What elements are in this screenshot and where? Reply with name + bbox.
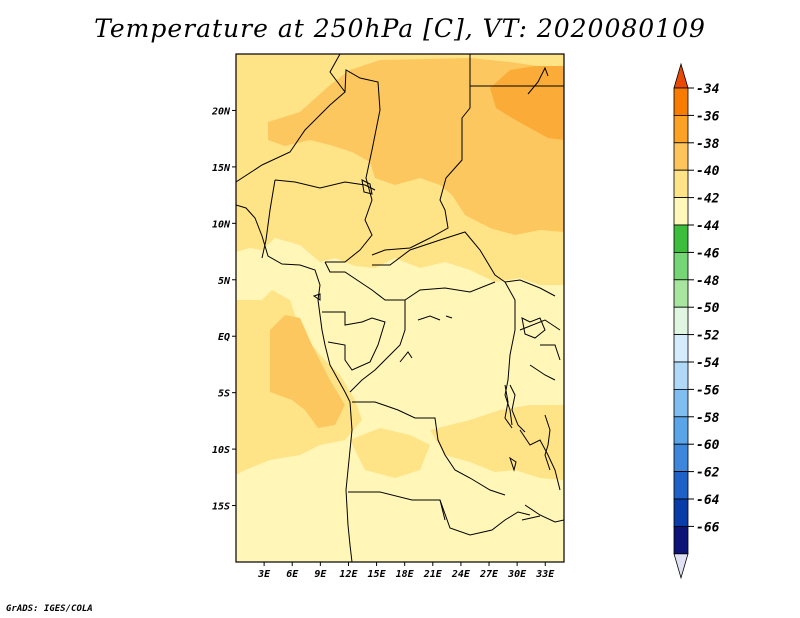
lon-tick-label: 21E: [423, 569, 443, 580]
lon-tick-label: 6E: [286, 569, 299, 580]
border-east-1: [504, 281, 516, 426]
longitude-axis: 3E 6E 9E 12E 15E 18E 21E 24E 27E 30E 33E: [257, 562, 555, 580]
lake-chad: [361, 179, 373, 195]
lake-tanganyika: [504, 384, 526, 433]
country-boundaries: [236, 54, 564, 562]
colorbar-segment: [673, 388, 689, 418]
lon-tick-label: 24E: [451, 569, 471, 580]
colorbar-label: -34: [696, 82, 720, 97]
border-nigeria: [261, 179, 376, 259]
border-angola-south: [348, 491, 446, 521]
colorbar-bottom-arrow: [673, 553, 689, 580]
colorbar-label: -58: [696, 411, 720, 426]
lat-tick-label: 5N: [218, 276, 231, 287]
lon-tick-label: 9E: [314, 569, 327, 580]
coastline-west: [236, 204, 353, 562]
colorbar-label: -60: [696, 438, 720, 453]
colorbar-segment: [673, 142, 689, 171]
colorbar-label: -56: [696, 383, 720, 398]
lon-tick-label: 12E: [339, 569, 358, 580]
island-bioko: [312, 293, 321, 301]
border-north-2: [329, 54, 346, 93]
colorbar-segment: [673, 443, 689, 473]
lake-malawi: [544, 414, 551, 471]
field-class-minus40: [268, 58, 564, 235]
lat-tick-label: 10S: [212, 445, 230, 456]
colorbar-label: -54: [696, 356, 720, 371]
colorbar-label: -46: [696, 246, 720, 261]
colorbar-segment: [673, 526, 689, 555]
colorbar-segment: [673, 498, 689, 527]
colorbar-label: -52: [696, 329, 720, 344]
border-congo-north: [324, 261, 496, 301]
lake-victoria: [521, 317, 546, 339]
colorbar-label: -42: [696, 192, 720, 207]
field-class-minus42-east: [430, 405, 564, 480]
lat-tick-label: 20N: [211, 106, 231, 117]
colorbar-segment: [673, 224, 689, 253]
lon-tick-label: 30E: [507, 569, 527, 580]
border-east-4: [524, 504, 564, 523]
colorbar-label: -38: [696, 137, 720, 152]
colorbar-label: -40: [696, 164, 720, 179]
field-class-minus38: [490, 66, 564, 140]
lat-tick-label: 10N: [212, 219, 231, 230]
border-east-3: [519, 429, 561, 491]
border-east-2: [519, 319, 561, 381]
lat-tick-label: 15S: [212, 502, 230, 513]
colorbar-label: -36: [696, 109, 720, 124]
colorbar-label: -62: [696, 466, 720, 481]
colorbar: -34 -36 -38 -40 -42 -44 -46 -48 -50 -52 -54 -56 -58 -…: [673, 62, 720, 580]
lon-tick-label: 27E: [479, 569, 499, 580]
border-drc-angola: [352, 401, 506, 496]
river-congo: [399, 315, 453, 363]
colorbar-segment: [673, 361, 689, 390]
field-class-minus42-angola: [350, 428, 430, 478]
lon-tick-label: 18E: [396, 569, 415, 580]
colorbar-segment: [673, 169, 689, 198]
latitude-axis: 20N 15N 10N 5N EQ 5S 10S 15S: [211, 106, 236, 513]
lat-tick-label: 5S: [218, 389, 230, 400]
colorbar-segment: [673, 251, 689, 281]
lon-tick-label: 33E: [535, 569, 555, 580]
colorbar-top-arrow: [673, 62, 689, 89]
colorbar-label: -44: [696, 219, 720, 234]
chart-title: Temperature at 250hPa [C], VT: 202008010…: [94, 14, 706, 43]
border-north-3: [371, 54, 471, 256]
border-drc-west: [349, 300, 406, 393]
colorbar-segment: [673, 87, 689, 116]
nile-ne: [527, 66, 549, 95]
colorbar-label: -66: [696, 520, 720, 535]
colorbar-segment: [673, 334, 689, 363]
lake-mweru: [509, 456, 541, 521]
colorbar-label: -50: [696, 301, 720, 316]
colorbar-segment: [673, 306, 689, 336]
lon-tick-label: 3E: [257, 569, 271, 580]
temperature-field: [236, 54, 564, 562]
border-north-1: [236, 69, 381, 263]
border-gabon: [322, 311, 386, 371]
lon-tick-label: 15E: [368, 569, 387, 580]
border-zambia: [439, 499, 531, 536]
map-frame: [235, 53, 565, 563]
colorbar-label: -48: [696, 274, 720, 289]
lat-tick-label: EQ: [218, 332, 230, 343]
colorbar-segment: [673, 471, 689, 500]
lat-tick-label: 15N: [212, 163, 231, 174]
border-car: [372, 231, 556, 297]
colorbar-segment: [673, 197, 689, 226]
colorbar-segment: [673, 416, 689, 445]
colorbar-label: -64: [696, 493, 720, 508]
colorbar-segment: [673, 115, 689, 144]
colorbar-segment: [673, 279, 689, 308]
credit-label: GrADS: IGES/COLA: [6, 604, 93, 614]
field-class-minus40-west: [270, 315, 345, 428]
